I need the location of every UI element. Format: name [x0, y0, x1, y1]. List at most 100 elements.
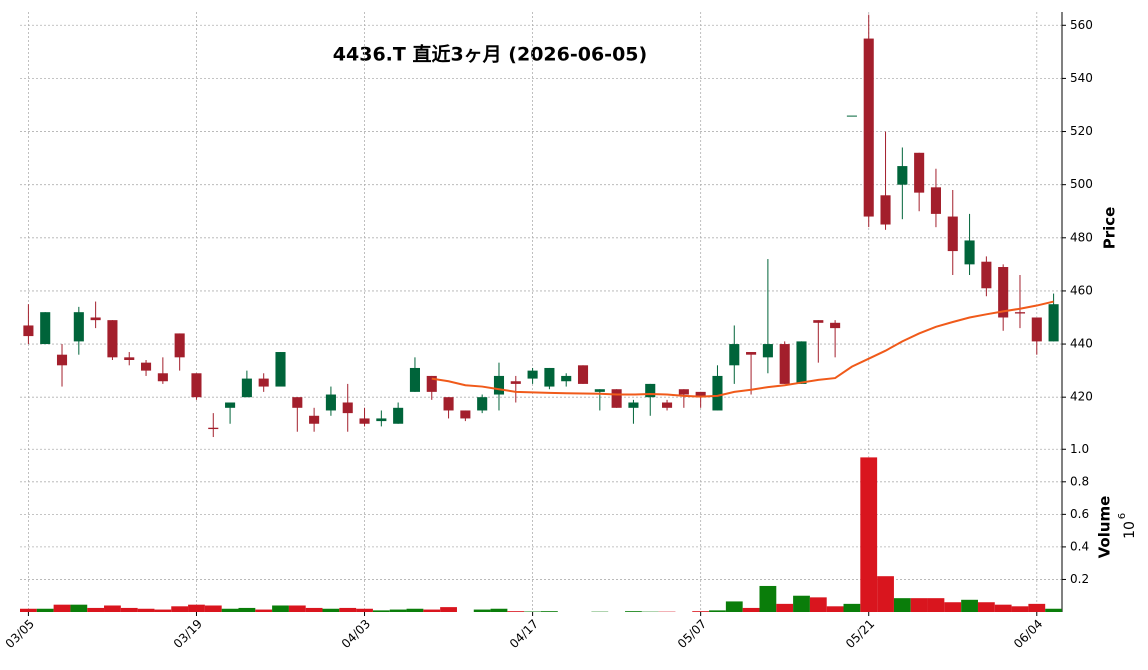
candle-body [309, 415, 320, 424]
volume-bar [625, 611, 642, 612]
volume-bar [356, 608, 373, 612]
volume-bar [204, 605, 222, 612]
candle-body [880, 195, 891, 225]
candle-body [964, 240, 975, 265]
x-tick-label: 03/05 [3, 617, 37, 651]
volume-bar [36, 608, 54, 612]
volume-bar [490, 608, 508, 612]
candle-body [157, 373, 168, 382]
candle-body [241, 378, 252, 398]
volume-bar [709, 610, 726, 612]
candle-body [628, 402, 639, 408]
candle-body [376, 418, 387, 422]
y-tick-label: 0.4 [1070, 539, 1089, 553]
candle-body [1014, 312, 1026, 314]
volume-bar [944, 602, 962, 612]
volume-bar [87, 607, 105, 612]
volume-bar [154, 609, 172, 612]
candle-body [746, 352, 757, 355]
candle-body [662, 402, 673, 408]
volume-bar [389, 609, 407, 612]
candle-body [426, 375, 437, 392]
candle-body [359, 418, 370, 424]
y-tick-label: 0.6 [1070, 507, 1089, 521]
volume-bar [272, 605, 289, 612]
candle-body [914, 152, 925, 193]
candle-body [729, 344, 740, 366]
candle-body [947, 216, 958, 252]
volume-bar [793, 595, 810, 612]
y-tick-label: 500 [1070, 177, 1093, 191]
volume-bar [238, 607, 256, 612]
candle-body [174, 333, 185, 358]
volume-bar [406, 608, 424, 612]
candle-body [1031, 317, 1042, 342]
candle-body [762, 344, 773, 358]
candle-body [846, 115, 857, 117]
candle-body [477, 397, 488, 411]
candle-body [981, 261, 992, 289]
candle-body [275, 352, 286, 387]
candle-body [527, 370, 538, 379]
candle-body [191, 373, 202, 398]
volume-bar [1045, 608, 1062, 612]
candle-body [577, 365, 589, 384]
candle-body [292, 397, 303, 408]
candle-body [678, 389, 689, 395]
candle-body [40, 312, 51, 345]
volume-bar [742, 607, 760, 612]
candle-body [208, 427, 219, 430]
y-tick-label: 460 [1070, 283, 1093, 297]
candle-body [594, 389, 605, 392]
y-tick-label: 480 [1070, 230, 1093, 244]
volume-bar [927, 598, 945, 612]
candle-body [813, 320, 824, 323]
volume-bar [221, 608, 239, 612]
candle-body [56, 354, 68, 366]
volume-bar [188, 604, 205, 612]
volume-bar [137, 608, 155, 612]
volume-bar [339, 607, 357, 612]
volume-bar [288, 605, 306, 612]
volume-bar [541, 611, 558, 612]
price-axis-label: Price [1101, 207, 1119, 250]
volume-bar [70, 604, 88, 612]
volume-bar [255, 609, 273, 612]
volume-bar [322, 608, 340, 612]
y-tick-label: 420 [1070, 390, 1093, 404]
candle-body [107, 320, 118, 358]
x-tick-label: 06/04 [1011, 617, 1045, 651]
candle-body [897, 166, 908, 185]
chart-title: 4436.T 直近3ヶ月 (2026-06-05) [333, 43, 647, 66]
volume-bar [305, 607, 323, 612]
x-tick-label: 03/19 [171, 617, 205, 651]
candle-body [830, 322, 841, 329]
candle-body [23, 325, 34, 337]
volume-bar [759, 585, 777, 612]
candle-body [510, 381, 521, 384]
candle-body [1048, 304, 1059, 342]
volume-bar [171, 606, 189, 612]
candle-body [645, 383, 656, 398]
candle-body [258, 378, 269, 387]
volume-bar [120, 607, 138, 612]
volume-bar [826, 606, 844, 612]
candle-body [695, 391, 706, 398]
candle-body [544, 367, 555, 387]
candle-body [611, 389, 622, 408]
candle-body [409, 367, 420, 392]
volume-bar [977, 602, 995, 612]
candle-body [998, 267, 1009, 318]
y-tick-label: 1.0 [1070, 442, 1089, 456]
volume-bar [893, 598, 911, 612]
candle-body [863, 38, 874, 217]
volume-axis-label: Volume [1096, 496, 1114, 559]
y-tick-label: 540 [1070, 71, 1093, 85]
volume-bar [423, 609, 441, 612]
volume-bar [20, 608, 37, 612]
y-tick-label: 520 [1070, 124, 1093, 138]
volume-bar [809, 597, 827, 612]
volume-bar [860, 457, 878, 612]
volume-bar [372, 610, 390, 612]
volume-bar [104, 605, 121, 612]
